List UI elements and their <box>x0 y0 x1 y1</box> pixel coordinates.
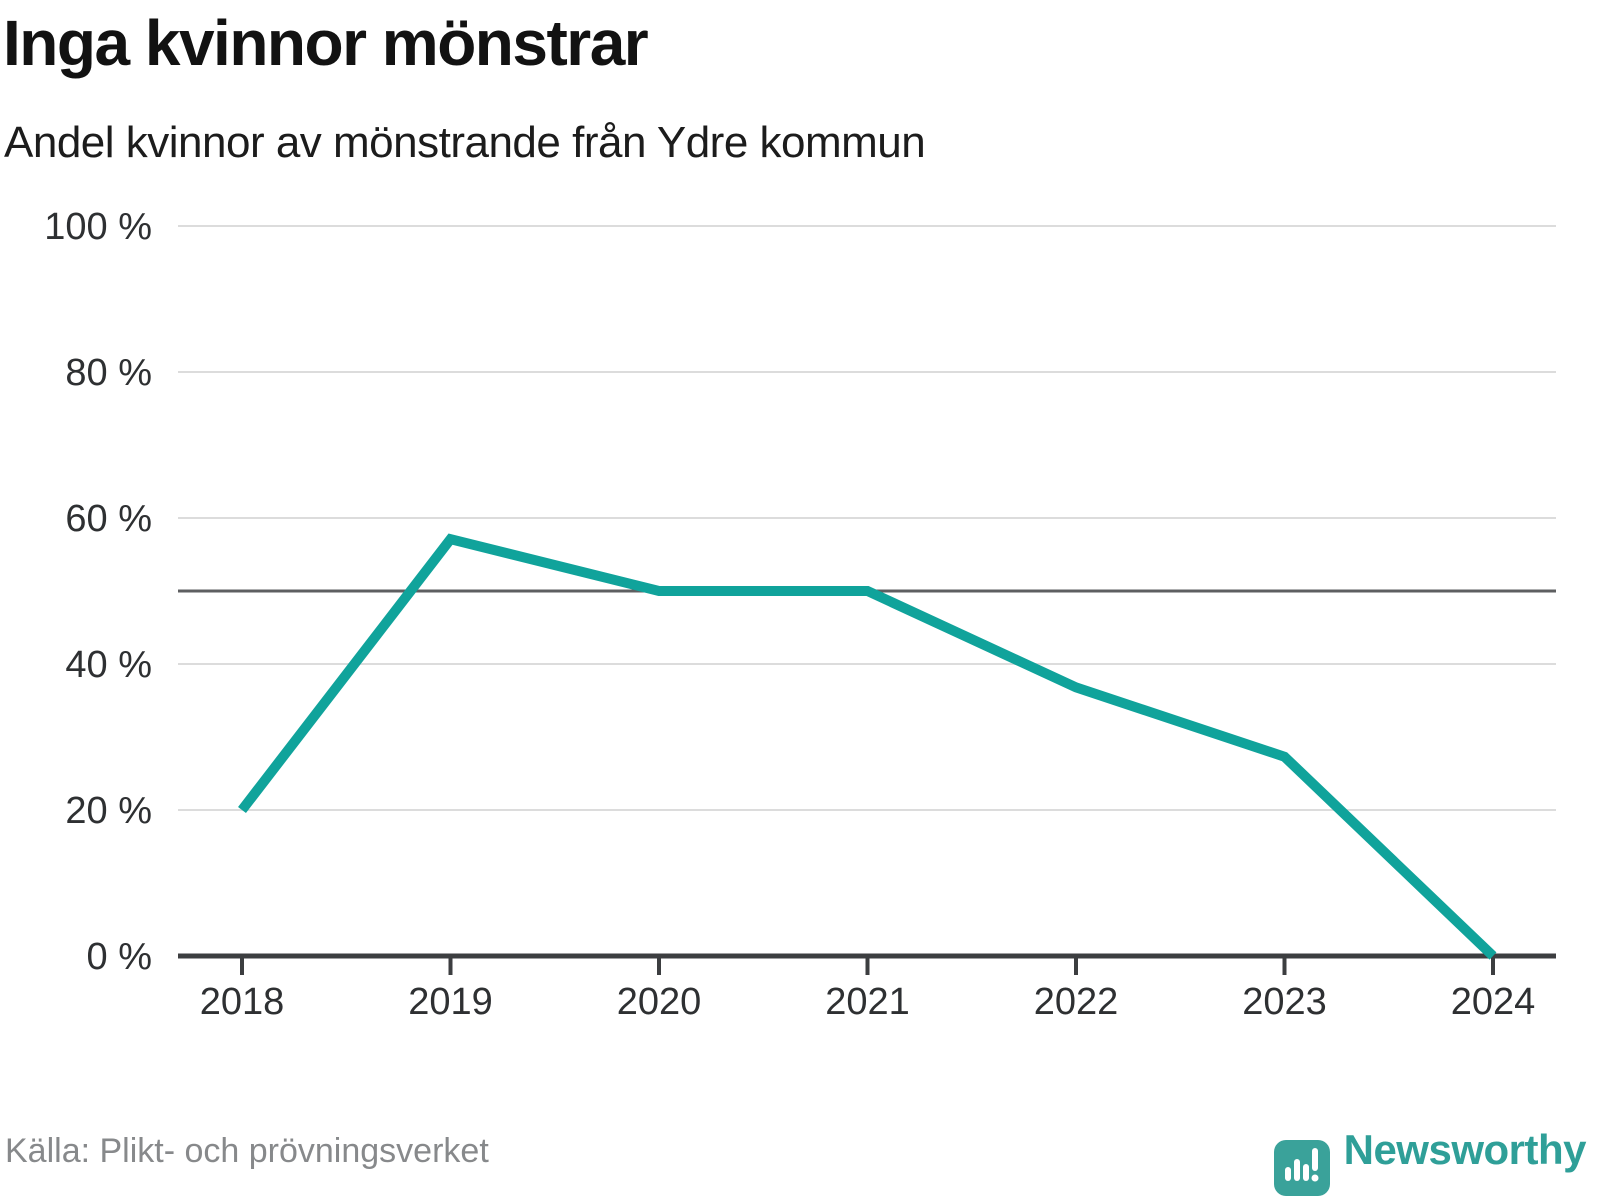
x-tick-label-2024: 2024 <box>1451 981 1536 1023</box>
x-tick-label-2020: 2020 <box>617 981 702 1023</box>
chart-subtitle: Andel kvinnor av mönstrande från Ydre ko… <box>4 118 926 167</box>
y-tick-label-0: 0 % <box>87 936 152 978</box>
y-tick-label-60: 60 % <box>65 498 152 540</box>
newsworthy-logo[interactable]: Newsworthy <box>1273 1104 1587 1196</box>
y-tick-label-40: 40 % <box>65 644 152 686</box>
logo-bar-3 <box>1302 1164 1309 1181</box>
y-tick-label-20: 20 % <box>65 790 152 832</box>
brand-name: Newsworthy <box>1343 1126 1587 1173</box>
logo-exclamation-bar <box>1311 1148 1318 1171</box>
x-tick-label-2023: 2023 <box>1242 981 1327 1023</box>
x-tick-label-2021: 2021 <box>825 981 910 1023</box>
x-tick-label-2022: 2022 <box>1034 981 1119 1023</box>
x-tick-label-2018: 2018 <box>200 981 285 1023</box>
logo-bar-2 <box>1293 1159 1300 1181</box>
data-series-line-0 <box>238 533 1497 960</box>
y-tick-label-80: 80 % <box>65 352 152 394</box>
chart-title: Inga kvinnor mönstrar <box>3 7 649 79</box>
x-tick-label-2019: 2019 <box>408 981 493 1023</box>
logo-exclamation-dot <box>1311 1174 1319 1182</box>
y-tick-label-100: 100 % <box>44 206 152 248</box>
newsworthy-logo-icon <box>1273 1140 1330 1196</box>
logo-bar-1 <box>1284 1167 1291 1181</box>
logo-bubble <box>1273 1140 1330 1196</box>
source-caption: Källa: Plikt- och prövningsverket <box>5 1132 489 1170</box>
